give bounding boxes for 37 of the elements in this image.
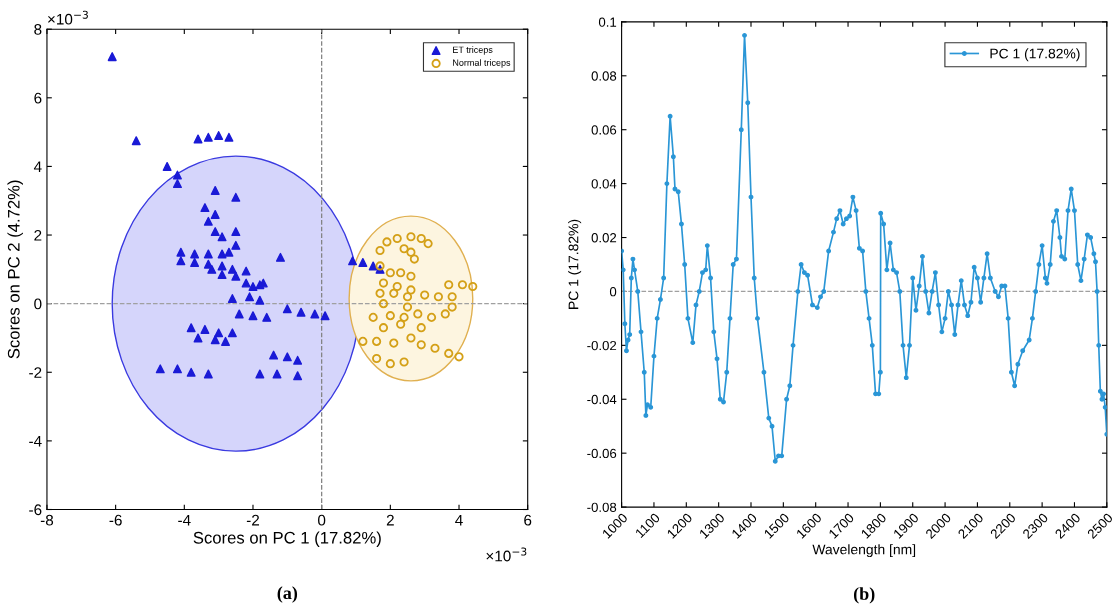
- x-tick-label: -8: [40, 514, 54, 526]
- y-tick-label: -0.04: [587, 394, 617, 405]
- y-tick-label: 0.06: [591, 125, 617, 135]
- x-tick-label: -2: [246, 514, 260, 526]
- x-tick-label: 4: [455, 514, 463, 526]
- y-tick-label: 4: [33, 161, 42, 172]
- y-tick-label: 0.02: [591, 233, 617, 243]
- legend-label: ET triceps: [453, 46, 493, 55]
- y-tick-label: 2: [34, 229, 42, 241]
- x-tick-label: -4: [178, 514, 191, 526]
- y-tick-label: -4: [29, 435, 42, 447]
- text: (b): [853, 587, 875, 604]
- y-tick-label: 8: [34, 24, 42, 35]
- x-tick-label: -6: [109, 514, 122, 526]
- y-tick-label: -6: [29, 504, 42, 516]
- y-tick-label: 0.04: [591, 179, 617, 189]
- y-tick-label: 6: [34, 92, 42, 104]
- text: ×10$^{−3}$: [48, 10, 88, 25]
- text: ×10$^{−3}$: [486, 547, 527, 562]
- y-tick-label: -0.08: [587, 502, 617, 512]
- y-tick-label: 0.1: [598, 17, 617, 27]
- legend-label: Normal triceps: [453, 59, 511, 68]
- legend-label: PC 1 (17.82%): [990, 48, 1080, 62]
- y-axis-title: Scores on PC 2 (4.72%): [7, 180, 23, 359]
- y-tick-label: 0: [34, 298, 42, 310]
- y-tick-label: 0: [609, 287, 617, 297]
- x-tick-label: 2: [386, 514, 394, 526]
- x-axis-title: Scores on PC 1 (17.82%): [193, 531, 381, 547]
- x-axis-title: Wavelength [nm]: [812, 544, 916, 558]
- y-tick-label: 0.08: [591, 71, 617, 81]
- y-tick-label: -0.02: [587, 340, 617, 351]
- x-tick-label: 6: [524, 514, 532, 526]
- y-tick-label: -2: [29, 367, 42, 378]
- y-axis-title: PC 1 (17.82%): [568, 219, 582, 309]
- y-tick-label: -0.06: [587, 448, 617, 459]
- text: (a): [277, 586, 298, 603]
- x-tick-label: 0: [318, 514, 326, 526]
